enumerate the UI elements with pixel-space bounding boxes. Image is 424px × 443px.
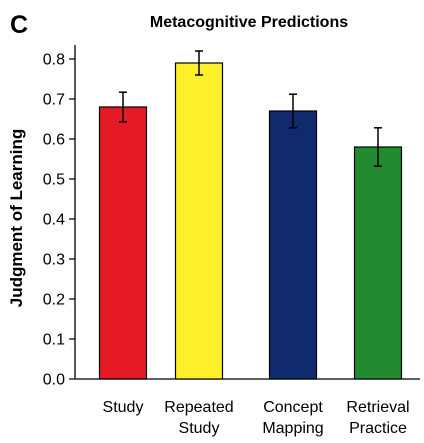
bar xyxy=(174,62,224,380)
y-tick-label: 0.5 xyxy=(43,172,65,189)
bar xyxy=(268,110,318,380)
bar xyxy=(353,146,403,380)
y-tick-label: 0.3 xyxy=(43,252,65,269)
y-axis-label: Judgment of Learning xyxy=(7,129,26,308)
x-category-label: Concept xyxy=(263,399,323,416)
y-tick-label: 0.7 xyxy=(43,92,65,109)
y-tick-label: 0.0 xyxy=(43,372,65,389)
bar xyxy=(98,106,148,380)
x-category-label: Practice xyxy=(349,420,407,437)
plot-area: 0.0 0.1 0.2 0.3 0.4 0.5 0.6 0.7 0.8 Study Repeated… xyxy=(43,45,420,437)
x-category-label: Study xyxy=(103,399,144,416)
panel-label: C xyxy=(10,11,28,39)
x-category-label: Study xyxy=(179,420,220,437)
y-tick-label: 0.6 xyxy=(43,132,65,149)
chart-title: Metacognitive Predictions xyxy=(150,14,348,31)
y-tick-label: 0.2 xyxy=(43,292,65,309)
y-tick-label: 0.1 xyxy=(43,332,65,349)
y-tick-label: 0.8 xyxy=(43,52,65,69)
x-category-label: Repeated xyxy=(164,399,233,416)
x-category-label: Mapping xyxy=(262,420,323,437)
x-category-label: Retrieval xyxy=(346,399,409,416)
y-tick-label: 0.4 xyxy=(43,212,65,229)
